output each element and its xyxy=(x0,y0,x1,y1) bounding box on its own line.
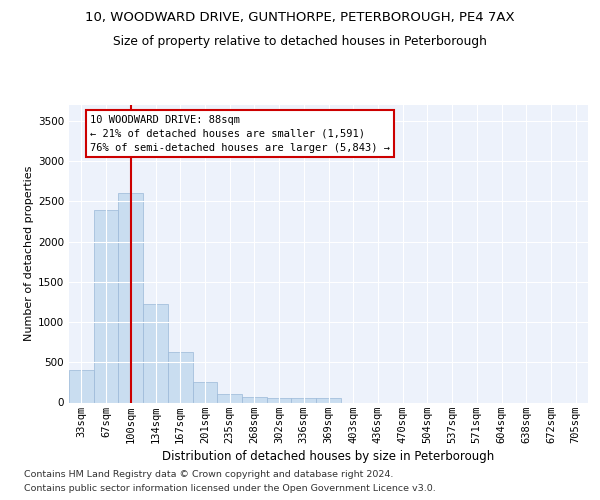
Text: 10, WOODWARD DRIVE, GUNTHORPE, PETERBOROUGH, PE4 7AX: 10, WOODWARD DRIVE, GUNTHORPE, PETERBORO… xyxy=(85,11,515,24)
Text: Contains HM Land Registry data © Crown copyright and database right 2024.: Contains HM Land Registry data © Crown c… xyxy=(24,470,394,479)
Text: Size of property relative to detached houses in Peterborough: Size of property relative to detached ho… xyxy=(113,35,487,48)
Bar xyxy=(292,398,316,402)
Y-axis label: Number of detached properties: Number of detached properties xyxy=(24,166,34,342)
Bar xyxy=(94,210,118,402)
X-axis label: Distribution of detached houses by size in Peterborough: Distribution of detached houses by size … xyxy=(163,450,494,462)
Bar xyxy=(168,352,193,403)
Bar xyxy=(242,397,267,402)
Bar xyxy=(143,304,168,402)
Bar xyxy=(118,194,143,402)
Bar xyxy=(316,398,341,402)
Bar xyxy=(217,394,242,402)
Bar xyxy=(267,398,292,402)
Text: Contains public sector information licensed under the Open Government Licence v3: Contains public sector information licen… xyxy=(24,484,436,493)
Text: 10 WOODWARD DRIVE: 88sqm
← 21% of detached houses are smaller (1,591)
76% of sem: 10 WOODWARD DRIVE: 88sqm ← 21% of detach… xyxy=(90,114,390,152)
Bar xyxy=(193,382,217,402)
Bar xyxy=(69,370,94,402)
